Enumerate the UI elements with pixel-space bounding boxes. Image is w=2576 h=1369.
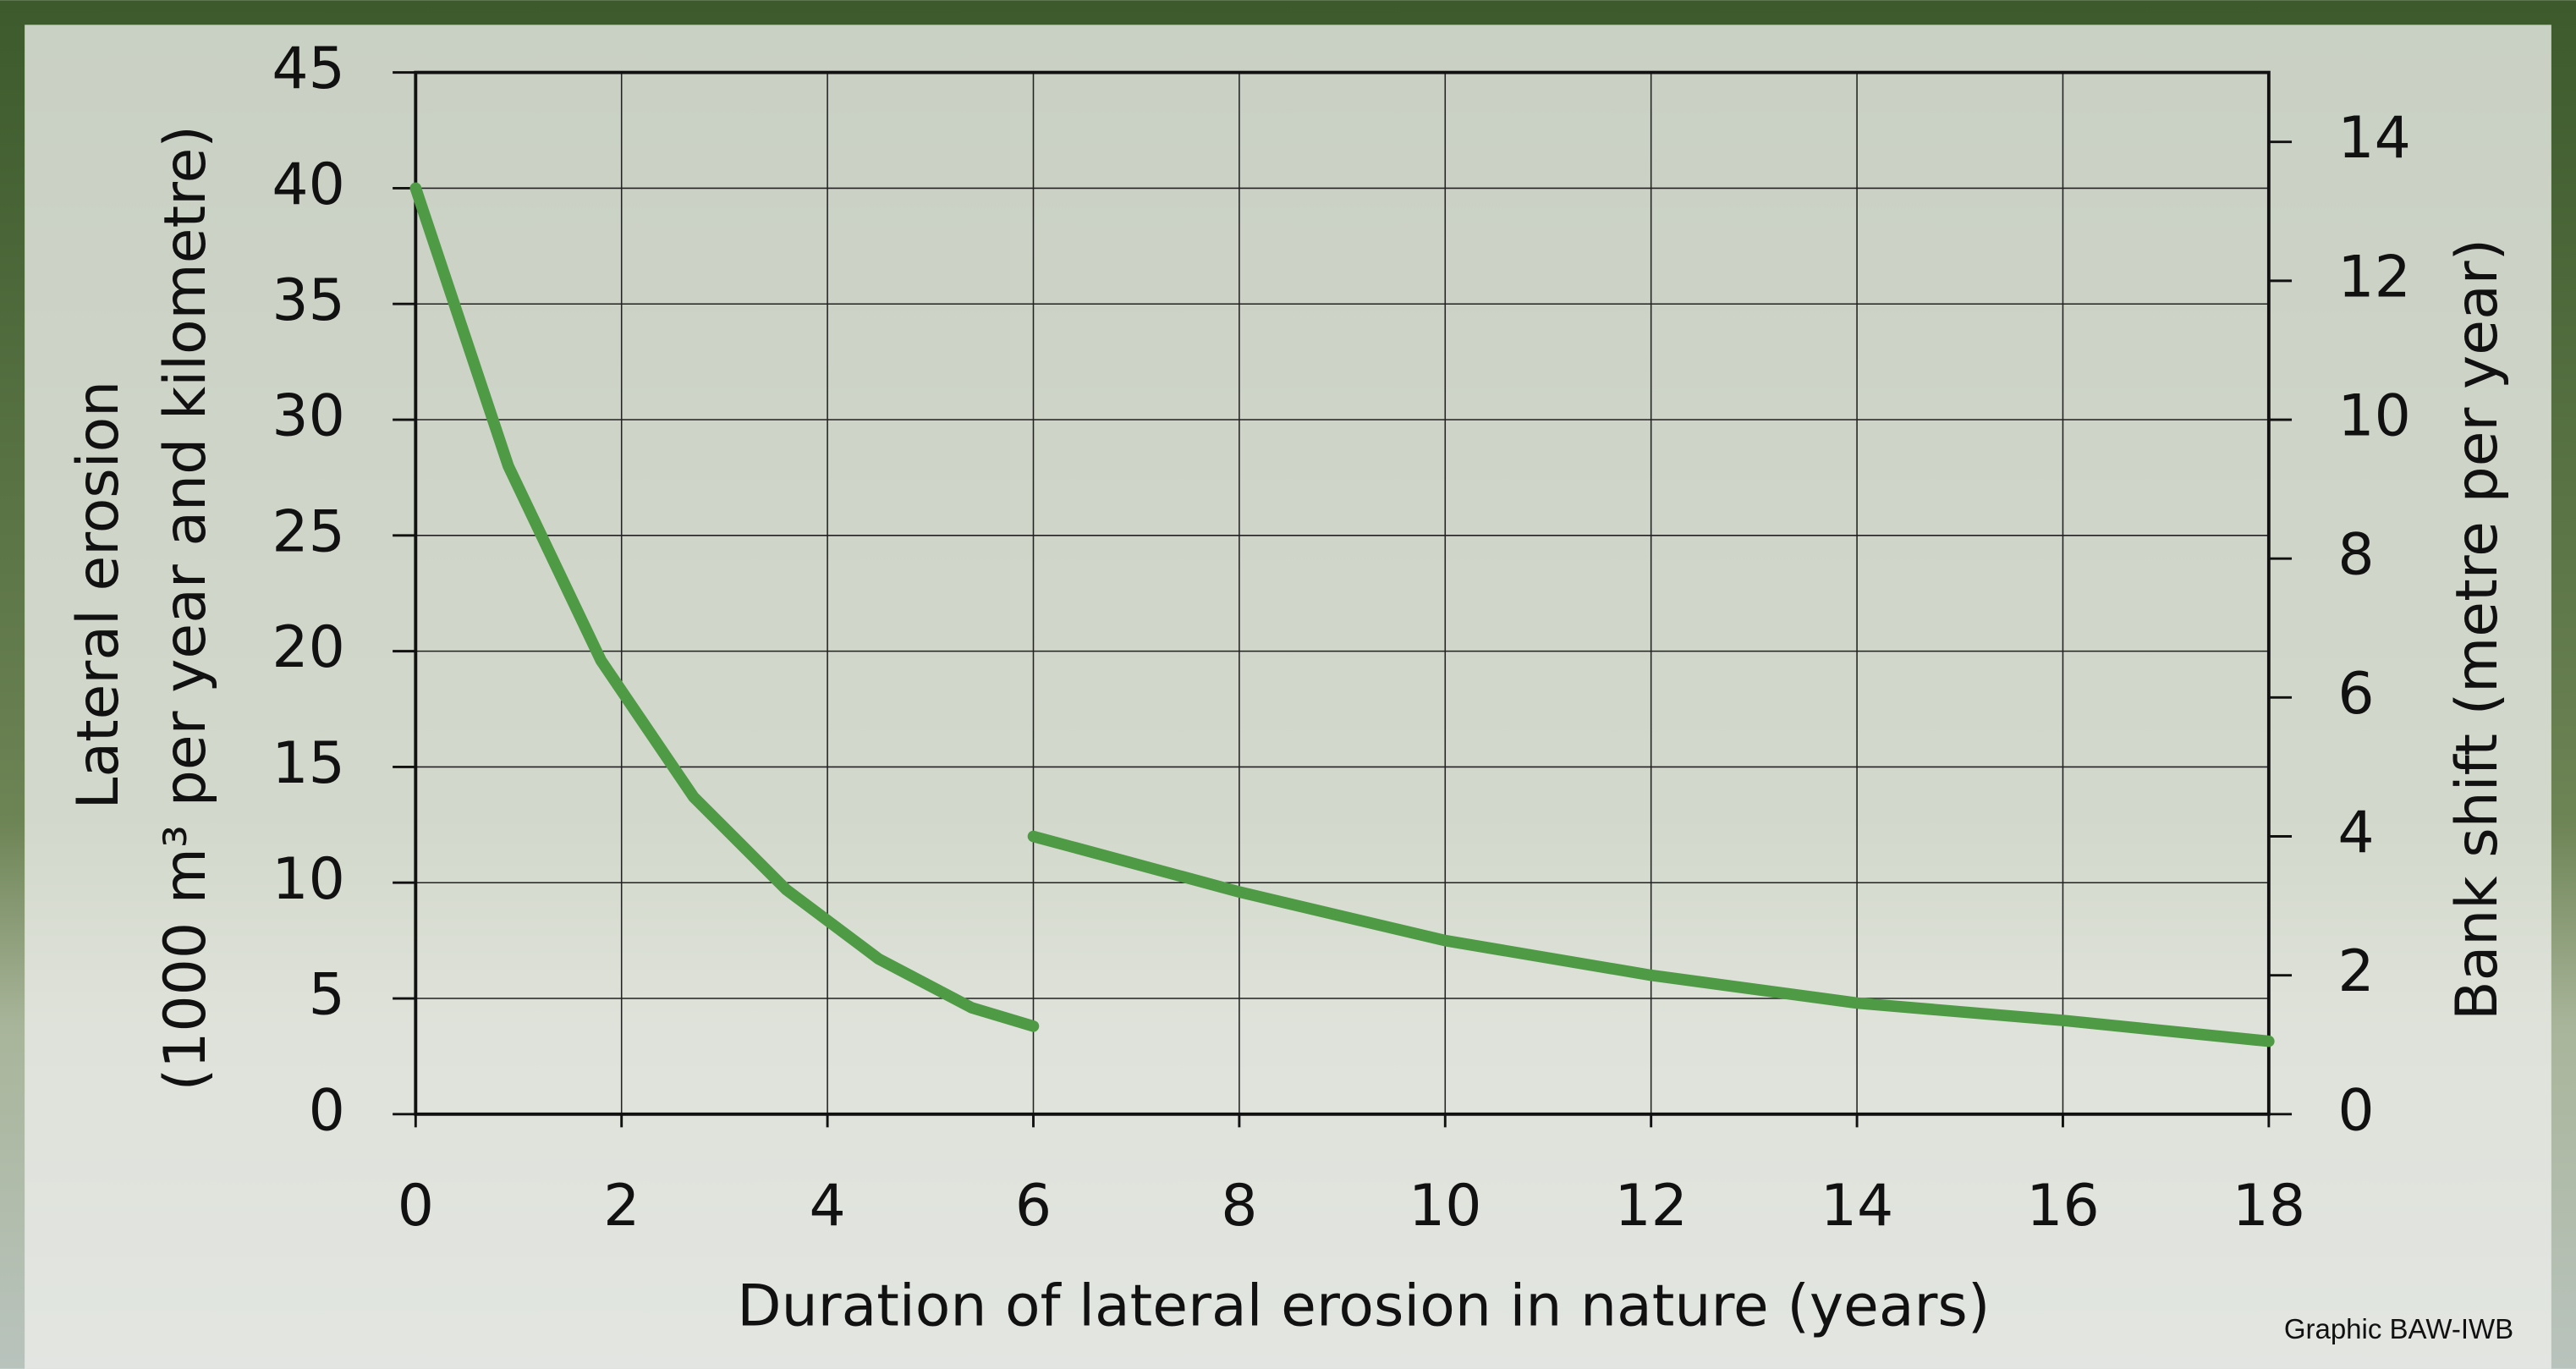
y2-axis-label: Bank shift (metre per year) bbox=[2444, 239, 2511, 1020]
x-tick-label: 0 bbox=[398, 1173, 434, 1240]
y-tick-label: 45 bbox=[272, 36, 344, 102]
x-tick-label: 12 bbox=[1614, 1173, 1687, 1240]
y-tick-label: 10 bbox=[272, 846, 344, 913]
x-tick-label: 8 bbox=[1221, 1173, 1257, 1240]
y-tick-label: 0 bbox=[309, 1077, 345, 1144]
credit: Graphic BAW-IWB bbox=[2284, 1313, 2513, 1344]
y-tick-label: 35 bbox=[272, 267, 344, 334]
y-tick-label: 30 bbox=[272, 383, 344, 450]
overlay-panel bbox=[25, 25, 2551, 1369]
y-tick-label: 15 bbox=[272, 730, 344, 797]
y2-tick-label: 10 bbox=[2337, 383, 2410, 450]
y-axis-label: (1000 m³ per year and kilometre) bbox=[152, 125, 219, 1091]
y-tick-label: 40 bbox=[272, 151, 344, 218]
y2-tick-label: 14 bbox=[2337, 105, 2410, 172]
y-axis-label: Lateral erosion bbox=[65, 381, 132, 810]
y-tick-label: 5 bbox=[309, 962, 345, 1029]
x-axis-label: Duration of lateral erosion in nature (y… bbox=[737, 1273, 1990, 1339]
x-tick-label: 2 bbox=[603, 1173, 640, 1240]
y2-tick-label: 12 bbox=[2337, 244, 2410, 311]
x-tick-label: 10 bbox=[1409, 1173, 1481, 1240]
page: {"chart_data": {"type": "line", "xlabel"… bbox=[0, 0, 2576, 1369]
y-tick-label: 25 bbox=[272, 498, 344, 565]
x-tick-label: 4 bbox=[809, 1173, 845, 1240]
x-tick-label: 16 bbox=[2026, 1173, 2099, 1240]
x-tick-label: 6 bbox=[1015, 1173, 1052, 1240]
chart: Duration of lateral erosion in nature (y… bbox=[0, 0, 2576, 1369]
y2-tick-label: 8 bbox=[2337, 522, 2374, 589]
y2-tick-label: 4 bbox=[2337, 800, 2374, 866]
y2-tick-label: 0 bbox=[2337, 1077, 2374, 1144]
y-tick-label: 20 bbox=[272, 614, 344, 681]
x-tick-label: 14 bbox=[1821, 1173, 1893, 1240]
y2-tick-label: 2 bbox=[2337, 938, 2374, 1005]
y2-tick-label: 6 bbox=[2337, 661, 2374, 728]
x-tick-label: 18 bbox=[2233, 1173, 2305, 1240]
